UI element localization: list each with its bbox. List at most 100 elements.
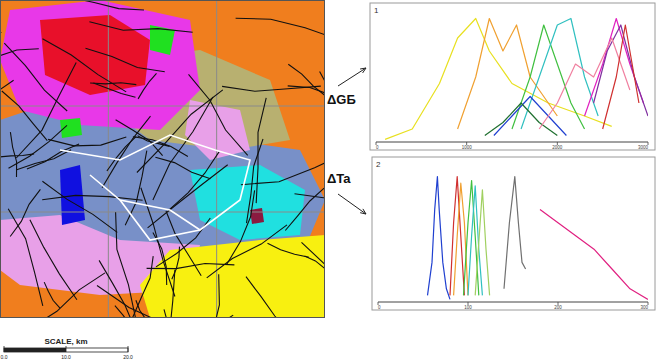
chart-frame <box>370 3 655 150</box>
series-line <box>594 25 648 116</box>
series-line <box>585 19 644 117</box>
lineament <box>241 151 325 185</box>
series-line <box>540 210 648 300</box>
series-line <box>521 19 598 130</box>
lineament <box>8 209 43 306</box>
map-grid <box>0 106 325 107</box>
map-background <box>0 0 325 318</box>
chart-frame <box>372 157 655 310</box>
lineament <box>268 243 309 257</box>
scale-tick-label: 0.0 <box>1 354 8 360</box>
map-grid <box>0 212 325 213</box>
lineament <box>9 125 68 168</box>
map-frame <box>1 1 325 318</box>
lineament <box>102 116 150 188</box>
x-tick-label: 300 <box>640 305 648 310</box>
plot-area <box>385 19 648 140</box>
x-tick-label: 100 <box>464 305 472 310</box>
chart-label: 2 <box>376 160 381 169</box>
series-line <box>512 25 585 129</box>
lineament <box>90 83 136 85</box>
x-tick-label: 0 <box>376 145 379 150</box>
lineament <box>141 188 175 297</box>
lineament <box>302 242 326 308</box>
x-tick-label: 200 <box>554 305 562 310</box>
lineament <box>236 18 325 39</box>
lineament <box>246 277 291 318</box>
lineament <box>43 39 127 92</box>
chart-label: 1 <box>374 6 379 15</box>
map-region <box>190 165 305 240</box>
lineament <box>166 211 201 276</box>
lineament <box>17 150 71 170</box>
x-axis <box>378 302 648 303</box>
field-label: ΔTa <box>327 171 351 186</box>
lineament <box>247 139 264 223</box>
lineament <box>125 151 147 226</box>
series-line <box>385 19 612 140</box>
x-tick-label: 1000 <box>462 145 473 150</box>
map-region <box>0 0 200 130</box>
lineament <box>285 188 324 230</box>
lineament <box>212 274 219 318</box>
lineament <box>10 189 40 236</box>
lineament <box>69 0 144 10</box>
lineament <box>256 98 266 203</box>
lineament <box>189 74 248 155</box>
lineament <box>164 309 185 318</box>
plot-area <box>428 177 649 300</box>
series-line <box>494 97 567 136</box>
lineament <box>305 256 325 277</box>
trace <box>120 200 200 240</box>
lineament <box>0 49 39 59</box>
lineament <box>153 233 167 285</box>
field-label: ΔGБ <box>327 92 356 107</box>
lineament <box>172 247 180 280</box>
map <box>0 0 325 318</box>
lineament <box>97 286 200 319</box>
arrow-head <box>360 68 366 73</box>
scale-bar-segment <box>4 348 66 352</box>
lineament <box>42 195 142 200</box>
map-region <box>40 15 150 95</box>
lineament <box>86 48 165 71</box>
series-line <box>539 38 630 129</box>
lineament <box>89 22 192 33</box>
lineament <box>288 64 325 97</box>
series-line <box>428 177 451 300</box>
chart: 10100020003000 <box>370 3 655 150</box>
x-tick-label: 3000 <box>638 145 649 150</box>
series-line <box>458 19 558 130</box>
arrow-head <box>360 209 366 214</box>
lineament <box>31 273 105 318</box>
lineament <box>288 86 325 108</box>
series-line <box>504 177 526 289</box>
lineament <box>137 90 223 173</box>
arrow-shaft <box>338 68 366 86</box>
lineament <box>93 83 135 97</box>
series-line <box>454 183 468 295</box>
scale-tick <box>128 346 129 352</box>
lineament <box>153 97 213 200</box>
map-region <box>60 165 85 225</box>
lineament <box>147 264 235 269</box>
scale-title: SCALE, km <box>44 337 87 346</box>
series-line <box>603 25 639 129</box>
lineament <box>27 144 79 169</box>
lineament <box>169 152 219 211</box>
lineament <box>136 300 151 318</box>
lineament <box>2 91 48 141</box>
scale-tick <box>66 346 67 352</box>
figure: SCALE, km0.010.020.010100020003000201002… <box>0 0 663 362</box>
series-line <box>475 190 489 296</box>
arrow-shaft <box>338 194 366 214</box>
x-axis <box>376 142 648 143</box>
scale-tick-label: 10.0 <box>61 354 71 360</box>
lineament <box>44 282 60 308</box>
lineament <box>156 218 210 267</box>
lineament <box>132 256 153 318</box>
map-grid <box>108 0 109 318</box>
lineament <box>0 80 14 125</box>
lineament <box>4 43 67 111</box>
x-tick-label: 0 <box>378 305 381 310</box>
